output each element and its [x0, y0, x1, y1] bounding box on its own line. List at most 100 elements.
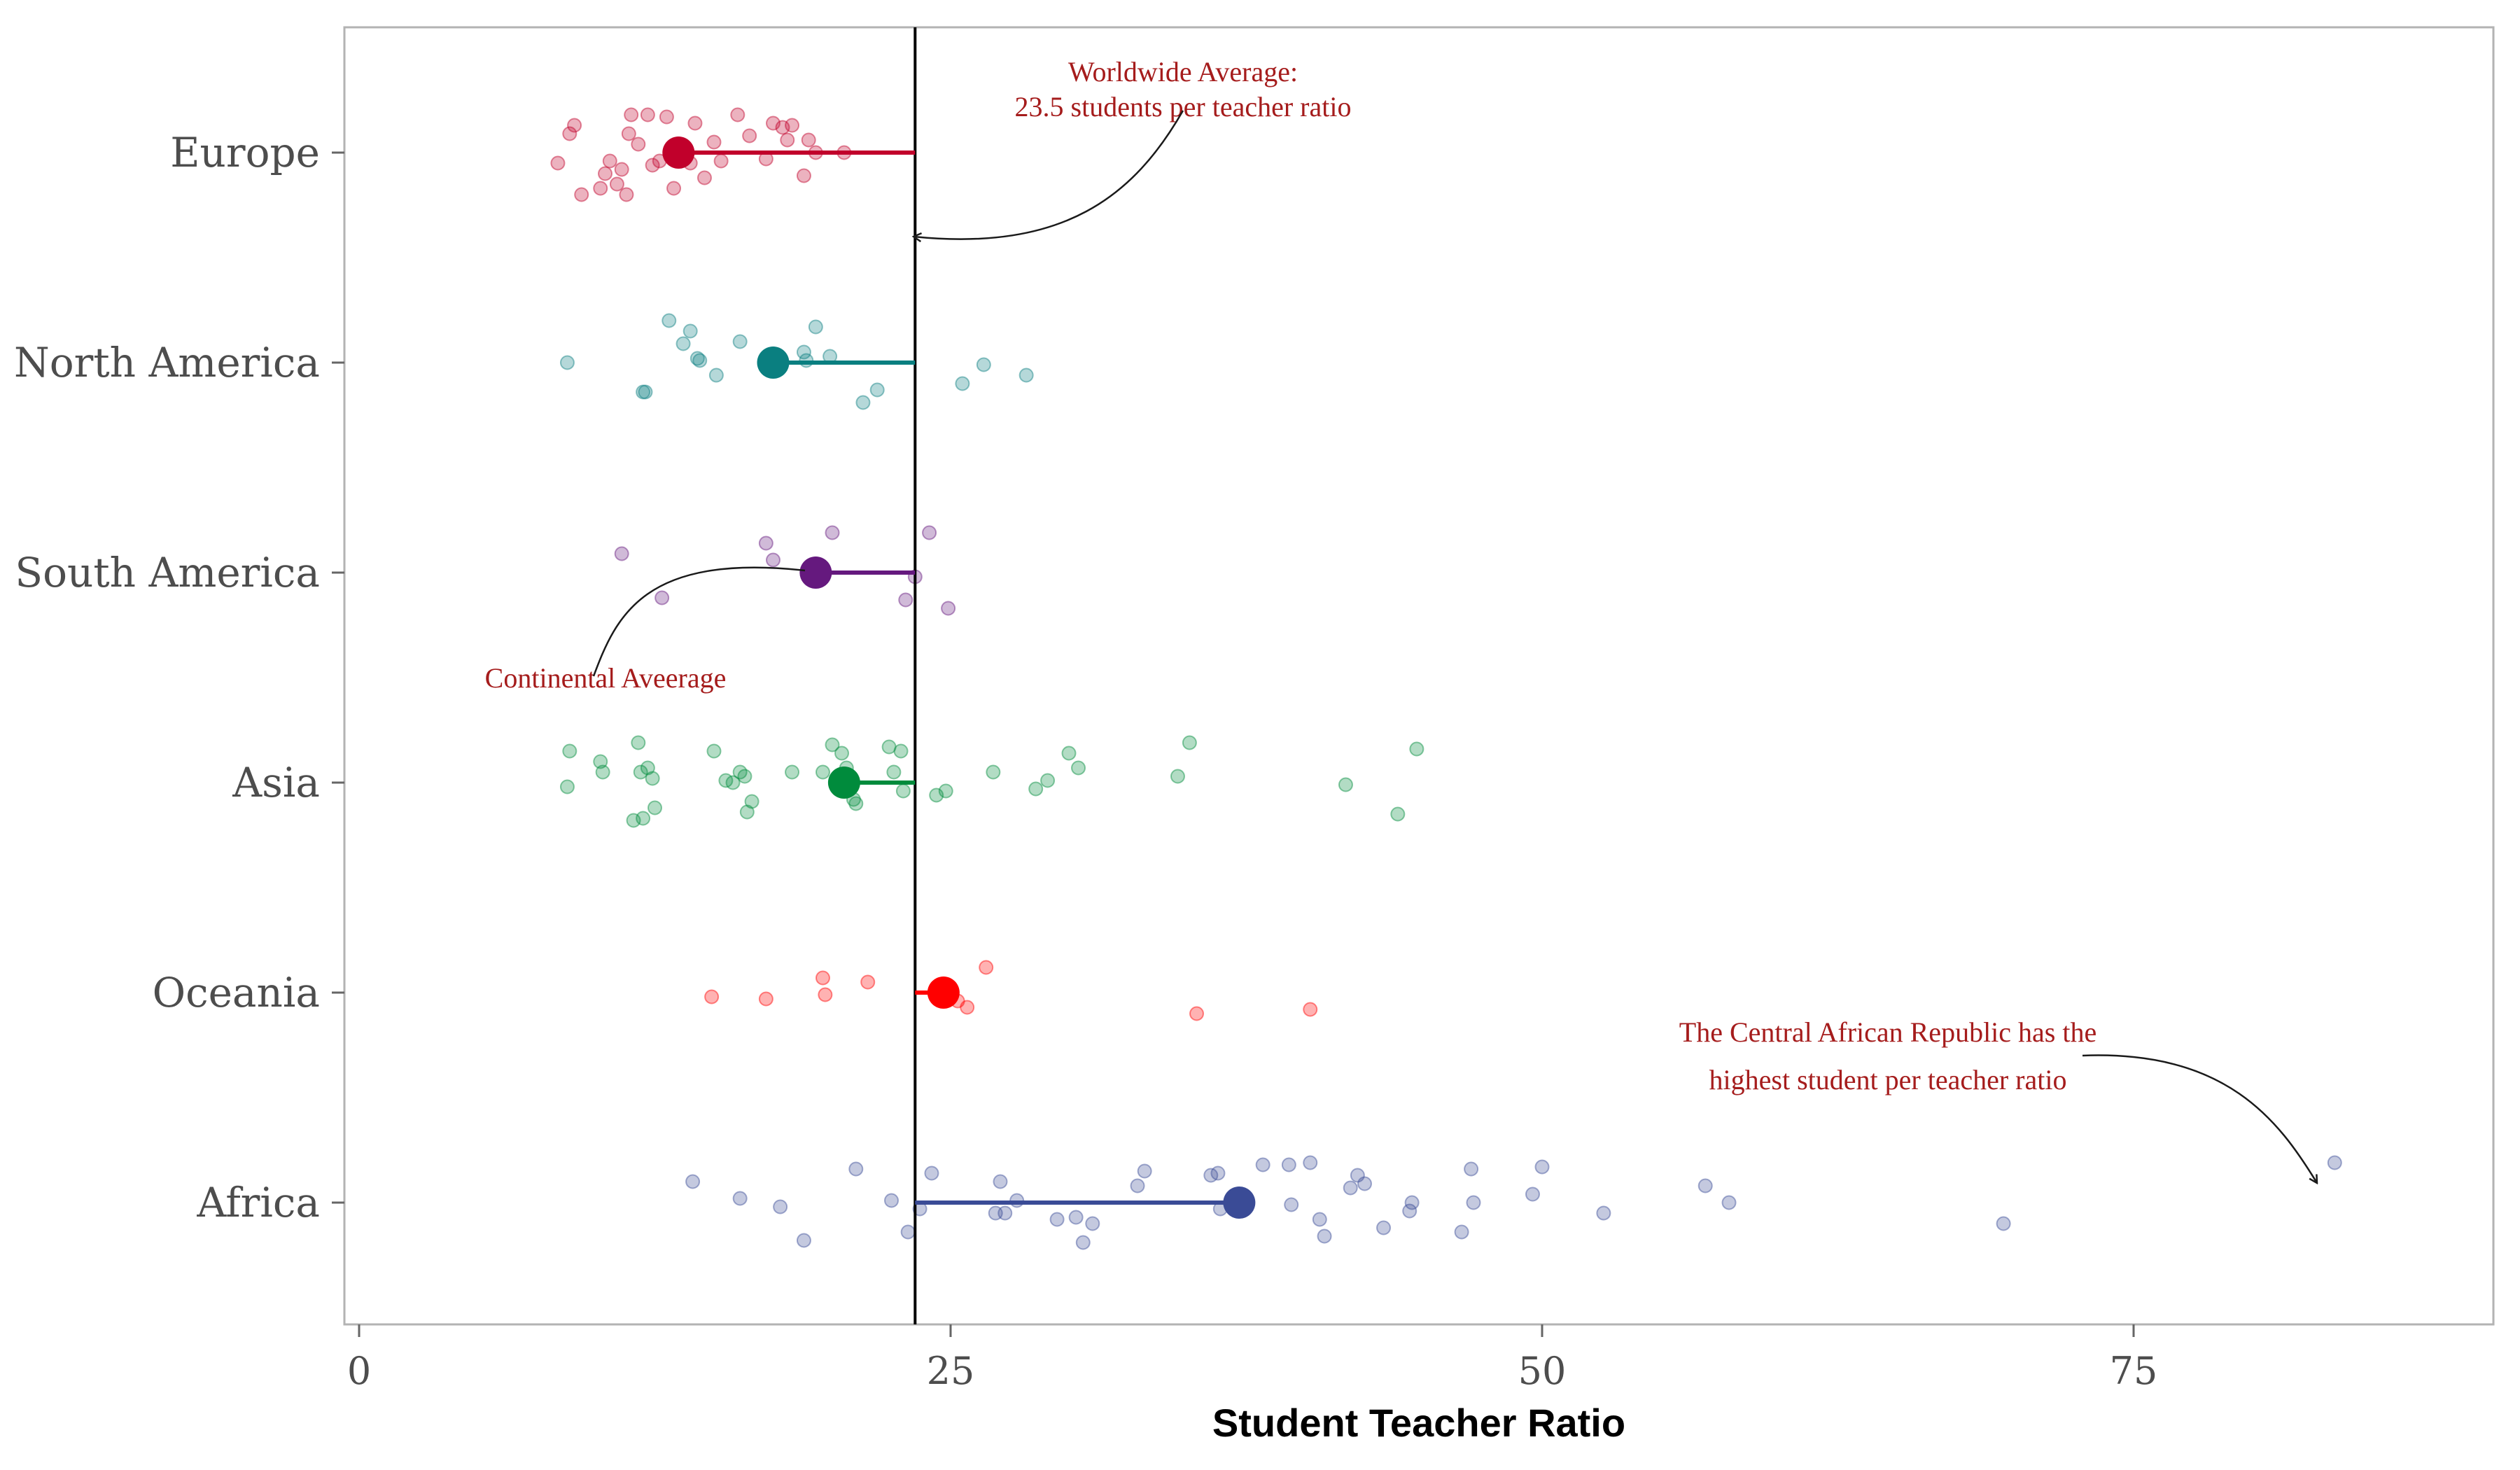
- north-america-data-point: [869, 382, 885, 398]
- africa-category-label: Africa: [196, 1179, 320, 1226]
- europe-data-point: [796, 168, 811, 183]
- europe-data-point: [593, 181, 608, 196]
- asia-data-point: [626, 813, 641, 828]
- africa-data-point: [1312, 1212, 1327, 1227]
- north-america-data-point: [636, 384, 651, 400]
- africa-data-point: [2327, 1155, 2342, 1170]
- oceania-data-point: [704, 989, 720, 1004]
- africa-data-point: [1996, 1216, 2011, 1231]
- europe-data-point: [659, 109, 674, 125]
- south-america-data-point: [614, 546, 629, 561]
- africa-data-point: [1404, 1195, 1420, 1210]
- asia-data-point: [881, 739, 897, 755]
- europe-data-point: [619, 187, 634, 202]
- asia-data-point: [631, 735, 646, 750]
- car-annotation-line2: highest student per teacher ratio: [1709, 1064, 2067, 1096]
- south-america-category-label: South America: [15, 549, 320, 596]
- north-america-category-label: North America: [14, 339, 320, 386]
- africa-data-point: [1085, 1216, 1100, 1231]
- europe-data-point: [696, 170, 712, 186]
- x-tick-label: 75: [2110, 1349, 2158, 1393]
- oceania-data-point: [758, 991, 774, 1007]
- north-america-average-point: [757, 346, 790, 379]
- africa-data-point: [773, 1199, 788, 1214]
- north-america-data-point: [682, 323, 698, 339]
- africa-data-point: [1255, 1157, 1270, 1172]
- africa-data-point: [1137, 1163, 1152, 1179]
- asia-data-point: [938, 783, 953, 799]
- north-america-data-point: [708, 368, 724, 383]
- x-tick-label: 0: [347, 1349, 371, 1393]
- x-axis: 0 25 50 75: [347, 1324, 2158, 1393]
- africa-data-point: [993, 1174, 1008, 1189]
- europe-category-label: Europe: [170, 129, 320, 176]
- asia-data-point: [1170, 769, 1185, 784]
- asia-data-point: [737, 769, 752, 784]
- europe-data-point: [713, 153, 729, 169]
- africa-data-point: [1075, 1235, 1091, 1250]
- worldwide-annotation-arrow: [913, 110, 1184, 239]
- north-america-data-point: [796, 344, 811, 360]
- asia-data-point: [562, 743, 578, 759]
- africa-data-point: [924, 1166, 939, 1181]
- europe-data-point: [775, 120, 790, 135]
- asia-data-point: [929, 788, 944, 803]
- y-axis-labels: Europe North America South America Asia Ocea…: [14, 129, 344, 1226]
- north-america-data-point: [1018, 368, 1034, 383]
- south-america-data-point: [758, 536, 774, 551]
- south-america-average-point: [799, 556, 832, 589]
- asia-data-point: [640, 760, 655, 776]
- oceania-data-point: [860, 974, 876, 990]
- x-axis-title: Student Teacher Ratio: [1212, 1401, 1625, 1445]
- africa-data-point: [1210, 1166, 1226, 1181]
- europe-data-point: [730, 107, 746, 122]
- continental-annotation-arrow: [592, 566, 806, 677]
- asia-data-point: [718, 773, 734, 788]
- europe-data-point: [624, 107, 639, 122]
- europe-data-point: [801, 132, 816, 148]
- north-america-data-point: [955, 376, 970, 391]
- asia-data-point: [725, 775, 741, 790]
- africa-data-point: [1721, 1195, 1737, 1210]
- north-america-data-point: [855, 395, 871, 410]
- north-america-data-point: [662, 313, 677, 328]
- africa-data-point: [1203, 1168, 1219, 1183]
- europe-data-point: [574, 187, 589, 202]
- asia-data-point: [1409, 741, 1424, 757]
- africa-data-point: [1343, 1180, 1358, 1196]
- africa-average-point: [1223, 1186, 1256, 1219]
- africa-data-point: [1281, 1157, 1296, 1172]
- africa-data-point: [1525, 1186, 1540, 1202]
- asia-average-point: [827, 766, 860, 799]
- north-america-data-point: [808, 319, 823, 335]
- asia-data-point: [886, 764, 902, 780]
- south-america-data-point: [766, 552, 780, 568]
- north-america-data-point: [559, 355, 575, 370]
- africa-data-point: [732, 1191, 748, 1206]
- europe-data-point: [687, 115, 703, 131]
- africa-data-point: [1068, 1210, 1084, 1225]
- europe-data-point: [742, 128, 757, 144]
- car-annotation: The Central African Republic has the hig…: [1679, 1016, 2317, 1183]
- asia-data-point: [893, 743, 909, 759]
- europe-data-point: [562, 126, 578, 141]
- africa-data-point: [1049, 1212, 1065, 1227]
- oceania-data-point: [960, 1000, 975, 1015]
- africa-data-point: [1698, 1178, 1713, 1194]
- europe-data-point: [609, 176, 624, 192]
- north-america-data-point: [976, 357, 991, 372]
- europe-data-point: [780, 132, 795, 148]
- europe-data-point: [602, 153, 617, 169]
- south-america-data-point: [922, 525, 937, 540]
- africa-data-point: [796, 1233, 811, 1248]
- africa-data-point: [1350, 1168, 1365, 1183]
- oceania-data-point: [979, 960, 994, 975]
- worldwide-average-annotation: Worldwide Average: 23.5 students per tea…: [913, 56, 1351, 239]
- africa-data-point: [1454, 1224, 1469, 1240]
- oceania-data-point: [1303, 1002, 1318, 1017]
- asia-data-point: [825, 737, 840, 752]
- africa-data-point: [900, 1224, 916, 1240]
- asia-data-point: [834, 746, 850, 761]
- asia-category-label: Asia: [232, 759, 320, 806]
